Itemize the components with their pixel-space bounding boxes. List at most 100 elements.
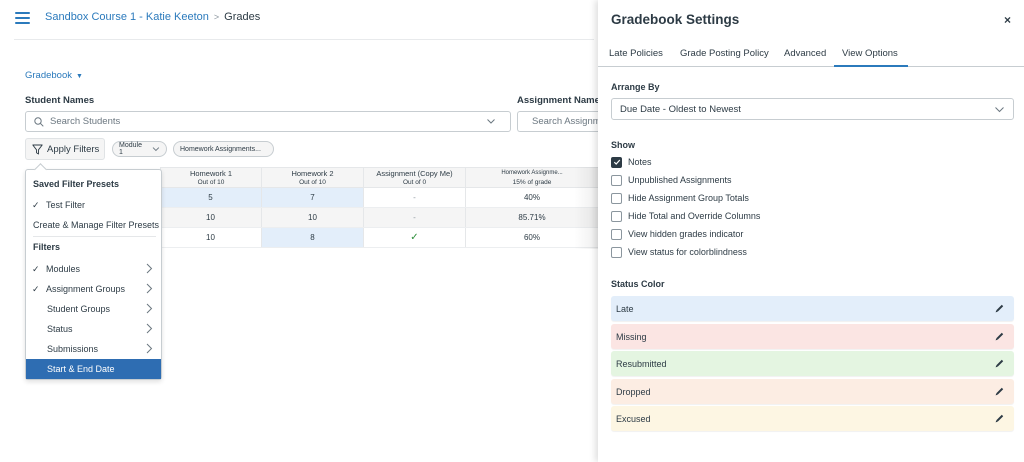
checkmark-icon: ✓ bbox=[32, 283, 40, 294]
column-header-homework-assignments-group[interactable]: Homework Assignme... 15% of grade bbox=[466, 168, 598, 187]
show-option-notes[interactable]: Notes bbox=[611, 155, 652, 169]
top-navigation: Sandbox Course 1 - Katie Keeton > Grades bbox=[0, 0, 1024, 39]
menu-item-label: Student Groups bbox=[47, 304, 111, 314]
group-total-cell: 60% bbox=[523, 233, 540, 242]
filter-pill-label: Module 1 bbox=[119, 142, 142, 156]
apply-filters-button[interactable]: Apply Filters bbox=[25, 138, 105, 160]
column-subtitle: Out of 10 bbox=[299, 178, 326, 186]
show-option-unpublished-assignments[interactable]: Unpublished Assignments bbox=[611, 173, 732, 187]
checkbox-checked[interactable] bbox=[611, 156, 622, 168]
status-color-resubmitted: Resubmitted bbox=[611, 351, 1014, 376]
grid-scroll-shadow bbox=[574, 167, 600, 249]
show-option-hide-total-override-columns[interactable]: Hide Total and Override Columns bbox=[611, 209, 760, 223]
arrange-by-label: Arrange By bbox=[611, 82, 660, 92]
grade-cell[interactable]: 8 bbox=[262, 228, 364, 247]
checkbox-label: Hide Total and Override Columns bbox=[628, 211, 761, 221]
filter-pill-assignment-group[interactable]: Homework Assignments... bbox=[173, 141, 274, 157]
menu-item-label: Submissions bbox=[47, 344, 99, 354]
pencil-icon[interactable] bbox=[994, 303, 1005, 314]
column-header-homework-2[interactable]: Homework 2 Out of 10 bbox=[262, 168, 364, 187]
show-option-colorblindness[interactable]: View status for colorblindness bbox=[611, 245, 747, 259]
menu-divider bbox=[33, 236, 156, 237]
saved-presets-header: Saved Filter Presets bbox=[33, 179, 120, 189]
filter-item-status[interactable]: Status bbox=[26, 319, 161, 339]
table-row: 10 8 ✓ 60% bbox=[160, 228, 600, 248]
filter-item-modules[interactable]: ✓ Modules bbox=[26, 259, 161, 279]
filter-item-submissions[interactable]: Submissions bbox=[26, 339, 161, 359]
show-option-hidden-grades-indicator[interactable]: View hidden grades indicator bbox=[611, 227, 743, 241]
column-header-homework-1[interactable]: Homework 1 Out of 10 bbox=[160, 168, 262, 187]
status-label: Missing bbox=[616, 331, 647, 342]
checkbox[interactable] bbox=[611, 228, 622, 240]
breadcrumb-current: Grades bbox=[224, 11, 261, 23]
checkbox[interactable] bbox=[611, 192, 622, 204]
chevron-down-icon[interactable] bbox=[486, 116, 496, 126]
gradebook-menu-button[interactable]: Gradebook ▼ bbox=[25, 70, 83, 81]
status-color-excused: Excused bbox=[611, 406, 1014, 431]
table-row: 10 10 - 85.71% bbox=[160, 208, 600, 228]
column-subtitle: Out of 10 bbox=[197, 178, 225, 186]
close-icon[interactable]: × bbox=[1003, 13, 1011, 27]
status-label: Excused bbox=[616, 413, 651, 424]
assignment-names-label: Assignment Names bbox=[517, 95, 606, 106]
grid-header-row: Homework 1 Out of 10 Homework 2 Out of 1… bbox=[160, 167, 600, 188]
student-search-placeholder: Search Students bbox=[50, 116, 121, 127]
tab-grade-posting-policy[interactable]: Grade Posting Policy bbox=[680, 48, 769, 59]
grade-cell[interactable]: ✓ bbox=[364, 228, 466, 247]
show-label: Show bbox=[611, 140, 635, 150]
grade-cell[interactable]: - bbox=[364, 188, 466, 207]
pencil-icon[interactable] bbox=[994, 386, 1005, 397]
pencil-icon[interactable] bbox=[994, 331, 1005, 342]
checkbox[interactable] bbox=[611, 210, 622, 222]
filter-pill-module[interactable]: Module 1 bbox=[112, 141, 167, 157]
apply-filters-label: Apply Filters bbox=[47, 143, 100, 155]
status-color-dropped: Dropped bbox=[611, 379, 1014, 404]
grade-cell[interactable]: 10 bbox=[160, 208, 262, 227]
checkbox-label: View status for colorblindness bbox=[628, 247, 747, 257]
column-title: Homework 2 bbox=[291, 168, 334, 178]
student-search-input[interactable]: Search Students bbox=[25, 111, 511, 132]
filter-item-student-groups[interactable]: Student Groups bbox=[26, 299, 161, 319]
column-header-assignment-copy-me[interactable]: Assignment (Copy Me) Out of 0 bbox=[364, 168, 466, 187]
pencil-icon[interactable] bbox=[994, 413, 1005, 424]
breadcrumb-separator-icon: > bbox=[213, 12, 220, 22]
column-subtitle: Out of 0 bbox=[402, 178, 427, 186]
grade-cell[interactable]: 7 bbox=[262, 188, 364, 207]
assignment-search-input[interactable]: Search Assignments bbox=[517, 111, 619, 132]
checkbox[interactable] bbox=[611, 174, 622, 186]
show-option-hide-assignment-group-totals[interactable]: Hide Assignment Group Totals bbox=[611, 191, 749, 205]
chevron-right-icon bbox=[146, 283, 153, 294]
chevron-right-icon bbox=[146, 263, 153, 274]
chevron-right-icon bbox=[146, 343, 153, 354]
checkbox-label: View hidden grades indicator bbox=[628, 229, 744, 239]
pencil-icon[interactable] bbox=[994, 358, 1005, 369]
breadcrumb: Sandbox Course 1 - Katie Keeton > Grades bbox=[45, 11, 260, 23]
search-icon bbox=[34, 116, 44, 127]
tab-view-options[interactable]: View Options bbox=[834, 48, 908, 67]
column-title: Assignment (Copy Me) bbox=[376, 168, 453, 178]
menu-item-label: Create & Manage Filter Presets bbox=[33, 220, 160, 230]
grade-cell[interactable]: 10 bbox=[262, 208, 364, 227]
table-row: 5 7 - 40% bbox=[160, 188, 600, 208]
gradebook-grid: Homework 1 Out of 10 Homework 2 Out of 1… bbox=[160, 167, 600, 248]
arrange-by-select[interactable]: Due Date - Oldest to Newest bbox=[611, 98, 1014, 120]
tab-late-policies[interactable]: Late Policies bbox=[609, 48, 663, 59]
status-color-missing: Missing bbox=[611, 324, 1014, 349]
filter-item-start-end-date[interactable]: Start & End Date bbox=[26, 359, 161, 379]
hamburger-menu-icon[interactable] bbox=[15, 12, 30, 24]
grade-cell[interactable]: 5 bbox=[160, 188, 262, 207]
tab-advanced[interactable]: Advanced bbox=[784, 48, 827, 59]
header-divider bbox=[14, 39, 594, 40]
filter-item-assignment-groups[interactable]: ✓ Assignment Groups bbox=[26, 279, 161, 299]
preset-item-test-filter[interactable]: ✓ Test Filter bbox=[26, 195, 161, 215]
manage-presets-item[interactable]: Create & Manage Filter Presets bbox=[26, 215, 161, 235]
checkbox[interactable] bbox=[611, 246, 622, 258]
arrange-by-value: Due Date - Oldest to Newest bbox=[620, 103, 741, 115]
checkbox-label: Notes bbox=[628, 157, 652, 167]
menu-item-label: Assignment Groups bbox=[46, 284, 126, 294]
grade-cell[interactable]: 10 bbox=[160, 228, 262, 247]
status-color-label: Status Color bbox=[611, 279, 665, 289]
gradebook-menu-label: Gradebook bbox=[25, 70, 73, 81]
breadcrumb-course-link[interactable]: Sandbox Course 1 - Katie Keeton bbox=[45, 11, 209, 23]
grade-cell[interactable]: - bbox=[364, 208, 466, 227]
